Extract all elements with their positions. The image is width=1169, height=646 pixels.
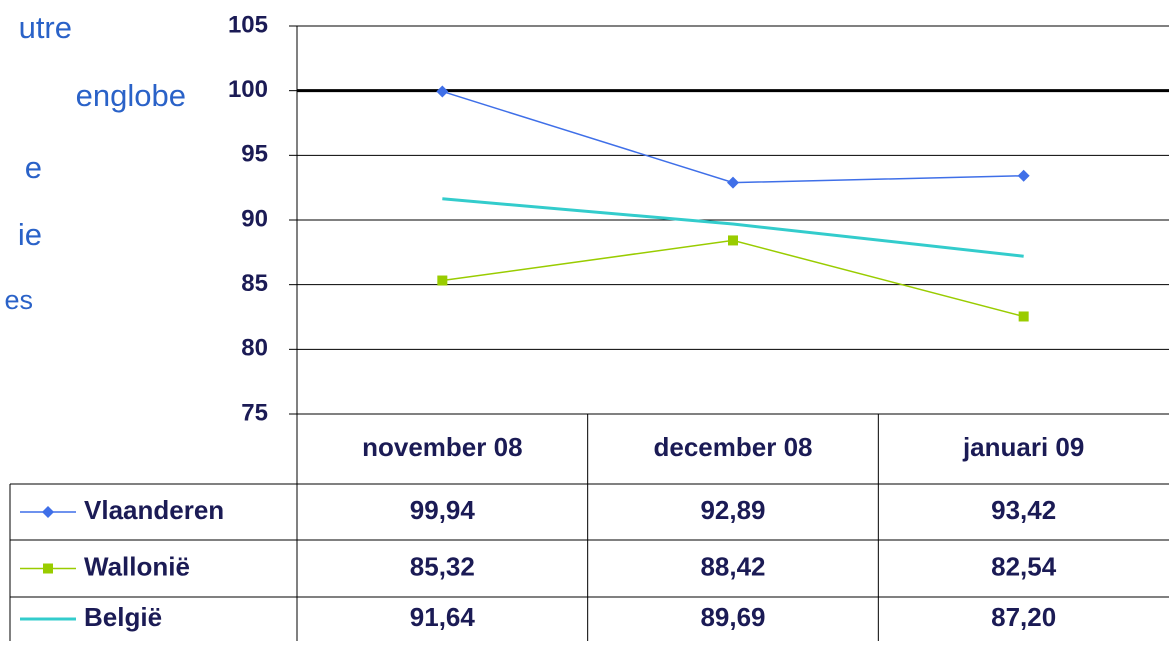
y-tick-label: 80 [241, 335, 268, 362]
legend-label: België [84, 602, 162, 632]
side-text: utre [19, 10, 72, 45]
table-value: 89,69 [700, 602, 765, 632]
point [436, 85, 449, 98]
table-value: 87,20 [991, 602, 1056, 632]
table-value: 85,32 [410, 551, 475, 581]
y-tick-label: 75 [241, 399, 268, 426]
y-tick-label: 105 [228, 11, 268, 38]
legend-label: Wallonië [84, 551, 190, 581]
point [728, 235, 738, 246]
series-line [442, 90, 1024, 184]
side-text: ie [18, 217, 42, 252]
point [437, 275, 448, 286]
point [1018, 311, 1029, 322]
table-value: 99,94 [410, 495, 476, 525]
series-line [442, 239, 1024, 318]
side-text: es [4, 285, 33, 315]
y-tick-label: 100 [228, 76, 268, 103]
table-value: 82,54 [991, 551, 1057, 581]
table-value: 93,42 [991, 495, 1056, 525]
x-tick-label: december 08 [654, 432, 813, 462]
side-text: e [25, 150, 42, 185]
y-tick-label: 95 [241, 141, 268, 168]
legend-label: Vlaanderen [84, 495, 224, 525]
legend-marker [42, 506, 54, 518]
side-text: englobe [76, 78, 186, 113]
x-tick-label: januari 09 [962, 432, 1084, 462]
table-value: 91,64 [410, 602, 476, 632]
point [727, 176, 739, 189]
table-value: 88,42 [700, 551, 765, 581]
x-tick-label: november 08 [362, 432, 522, 462]
point [1017, 169, 1030, 182]
y-tick-label: 90 [241, 205, 268, 232]
table-value: 92,89 [700, 495, 765, 525]
y-tick-label: 85 [241, 270, 268, 297]
series-line [442, 197, 1024, 258]
legend-marker [43, 563, 53, 574]
